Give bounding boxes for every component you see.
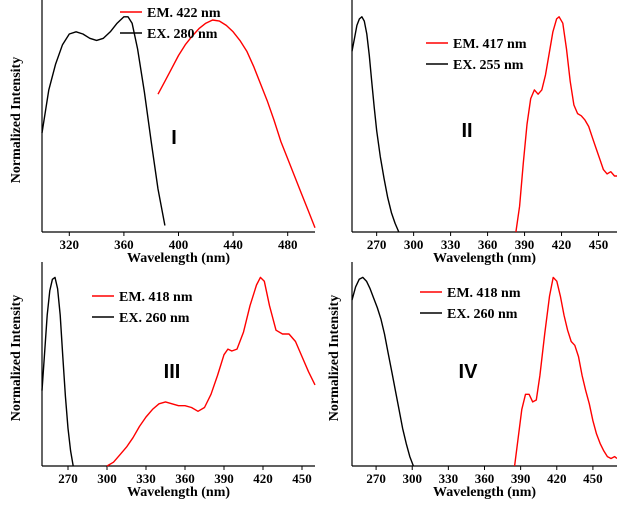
- chart-panel-4: 270 300 330 360 390 420 450 Wavelength (nm) Norm…: [327, 262, 617, 500]
- legend: EM. 418 nm EX. 260 nm: [92, 290, 193, 326]
- legend-entry: EX. 280 nm: [147, 27, 218, 42]
- x-tick-label: 330: [136, 471, 156, 486]
- legend-entry: EM. 422 nm: [147, 6, 221, 21]
- series-line-ex: [351, 16, 400, 233]
- x-tick-label: 390: [511, 471, 531, 486]
- x-tick-label: 450: [292, 471, 312, 486]
- x-tick-label: 320: [60, 237, 80, 252]
- y-axis-label: Normalized Intensity: [327, 295, 342, 421]
- x-tick-label: 480: [278, 237, 298, 252]
- legend-entry: EX. 260 nm: [119, 311, 190, 326]
- x-axis-label: Wavelength (nm): [433, 251, 536, 266]
- legend: EM. 418 nm EX. 260 nm: [420, 286, 521, 322]
- x-tick-label: 300: [97, 471, 117, 486]
- chart-panel-3: 270 300 330 360 390 420 450 Wavelength (nm) Norm…: [9, 262, 316, 500]
- x-tick-label: 270: [58, 471, 78, 486]
- x-tick-label: 450: [583, 471, 603, 486]
- chart-panel-1: 320 360 400 440 480 Wavelength (nm) Normalized…: [9, 0, 316, 266]
- panel-label: II: [461, 120, 472, 142]
- panel-label: III: [164, 361, 181, 383]
- x-tick-label: 360: [114, 237, 134, 252]
- x-tick-label: 440: [223, 237, 243, 252]
- series-line-ex: [41, 16, 166, 226]
- series-line-em: [157, 19, 316, 228]
- series-line-em: [106, 276, 316, 467]
- legend-entry: EM. 418 nm: [447, 286, 521, 301]
- x-tick-label: 420: [552, 237, 572, 252]
- series-line-em: [513, 276, 617, 467]
- legend-entry: EM. 418 nm: [119, 290, 193, 305]
- x-tick-label: 360: [478, 237, 498, 252]
- legend: EM. 422 nm EX. 280 nm: [120, 6, 221, 42]
- panel-label: IV: [459, 361, 479, 383]
- x-tick-label: 330: [439, 471, 459, 486]
- y-axis-label: Normalized Intensity: [9, 295, 24, 421]
- panel-label: I: [171, 127, 177, 149]
- legend-entry: EX. 260 nm: [447, 307, 518, 322]
- series-line-ex: [41, 276, 74, 467]
- series-line-em: [515, 16, 617, 233]
- x-axis-label: Wavelength (nm): [433, 485, 536, 500]
- x-tick-label: 450: [589, 237, 609, 252]
- x-axis-label: Wavelength (nm): [127, 251, 230, 266]
- x-tick-label: 390: [214, 471, 234, 486]
- x-tick-label: 420: [253, 471, 273, 486]
- x-tick-label: 360: [175, 471, 195, 486]
- x-tick-label: 360: [475, 471, 495, 486]
- legend: EM. 417 nm EX. 255 nm: [426, 37, 527, 73]
- x-tick-label: 270: [366, 471, 386, 486]
- x-tick-label: 300: [402, 471, 422, 486]
- x-tick-label: 420: [547, 471, 567, 486]
- x-tick-label: 330: [441, 237, 461, 252]
- legend-entry: EX. 255 nm: [453, 58, 524, 73]
- y-axis-label: Normalized Intensity: [9, 57, 24, 183]
- x-axis-label: Wavelength (nm): [127, 485, 230, 500]
- x-tick-label: 300: [404, 237, 424, 252]
- x-tick-label: 270: [367, 237, 387, 252]
- chart-panel-2: 270 300 330 360 390 420 450 Wavelength (nm) EM. …: [351, 0, 617, 266]
- legend-entry: EM. 417 nm: [453, 37, 527, 52]
- series-line-ex: [351, 276, 415, 467]
- x-tick-label: 390: [515, 237, 535, 252]
- x-tick-label: 400: [169, 237, 189, 252]
